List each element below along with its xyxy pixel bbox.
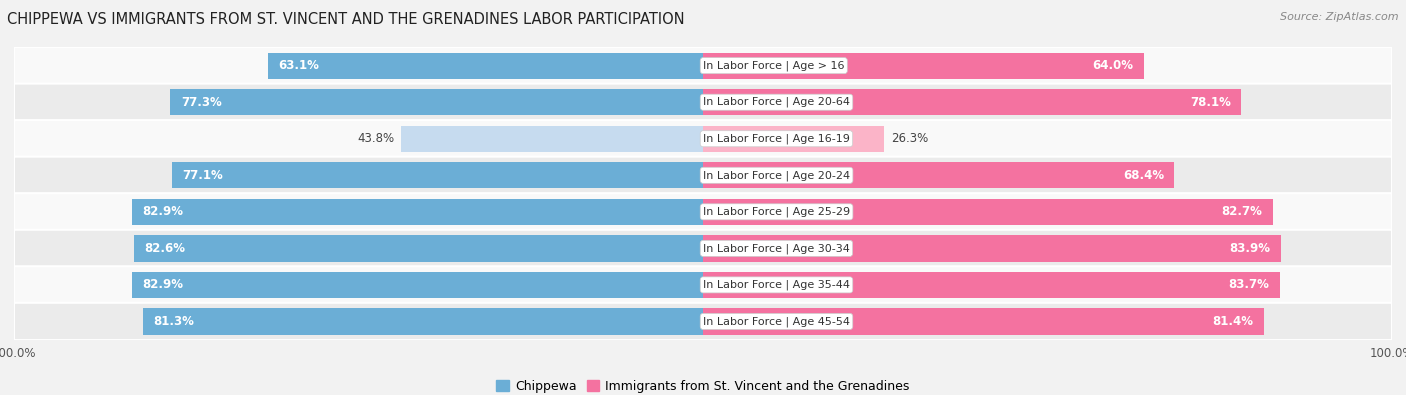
Text: 64.0%: 64.0% <box>1092 59 1133 72</box>
Bar <box>170 89 703 115</box>
Text: 82.9%: 82.9% <box>142 205 183 218</box>
Text: 78.1%: 78.1% <box>1189 96 1230 109</box>
Bar <box>269 53 703 79</box>
Text: In Labor Force | Age 20-64: In Labor Force | Age 20-64 <box>703 97 851 107</box>
FancyBboxPatch shape <box>14 157 1392 194</box>
Bar <box>132 272 703 298</box>
Text: In Labor Force | Age 20-24: In Labor Force | Age 20-24 <box>703 170 851 181</box>
Text: In Labor Force | Age > 16: In Labor Force | Age > 16 <box>703 60 845 71</box>
FancyBboxPatch shape <box>14 230 1392 267</box>
Text: 81.4%: 81.4% <box>1212 315 1254 328</box>
Text: 26.3%: 26.3% <box>891 132 928 145</box>
FancyBboxPatch shape <box>14 84 1392 121</box>
Bar <box>703 126 884 152</box>
Text: Source: ZipAtlas.com: Source: ZipAtlas.com <box>1281 12 1399 22</box>
Bar <box>132 199 703 225</box>
Bar <box>703 89 1241 115</box>
Bar <box>703 272 1279 298</box>
Text: In Labor Force | Age 25-29: In Labor Force | Age 25-29 <box>703 207 851 217</box>
Text: 77.1%: 77.1% <box>183 169 224 182</box>
FancyBboxPatch shape <box>14 120 1392 157</box>
Text: 63.1%: 63.1% <box>278 59 319 72</box>
FancyBboxPatch shape <box>14 303 1392 340</box>
Text: 81.3%: 81.3% <box>153 315 194 328</box>
Text: In Labor Force | Age 16-19: In Labor Force | Age 16-19 <box>703 134 849 144</box>
Bar <box>172 162 703 188</box>
Bar <box>134 235 703 261</box>
Text: 83.9%: 83.9% <box>1230 242 1271 255</box>
FancyBboxPatch shape <box>14 266 1392 303</box>
Text: CHIPPEWA VS IMMIGRANTS FROM ST. VINCENT AND THE GRENADINES LABOR PARTICIPATION: CHIPPEWA VS IMMIGRANTS FROM ST. VINCENT … <box>7 12 685 27</box>
Text: 83.7%: 83.7% <box>1229 278 1270 292</box>
Text: 43.8%: 43.8% <box>357 132 394 145</box>
Text: 82.7%: 82.7% <box>1222 205 1263 218</box>
Text: In Labor Force | Age 30-34: In Labor Force | Age 30-34 <box>703 243 849 254</box>
Text: 77.3%: 77.3% <box>181 96 222 109</box>
Text: In Labor Force | Age 45-54: In Labor Force | Age 45-54 <box>703 316 851 327</box>
Bar <box>703 162 1174 188</box>
Text: In Labor Force | Age 35-44: In Labor Force | Age 35-44 <box>703 280 851 290</box>
FancyBboxPatch shape <box>14 193 1392 230</box>
Text: 82.6%: 82.6% <box>145 242 186 255</box>
Text: 68.4%: 68.4% <box>1123 169 1164 182</box>
FancyBboxPatch shape <box>14 47 1392 84</box>
Bar <box>401 126 703 152</box>
Bar <box>703 308 1264 335</box>
Bar <box>703 235 1281 261</box>
Bar <box>703 53 1144 79</box>
Text: 82.9%: 82.9% <box>142 278 183 292</box>
Legend: Chippewa, Immigrants from St. Vincent and the Grenadines: Chippewa, Immigrants from St. Vincent an… <box>491 375 915 395</box>
Bar <box>703 199 1272 225</box>
Bar <box>143 308 703 335</box>
